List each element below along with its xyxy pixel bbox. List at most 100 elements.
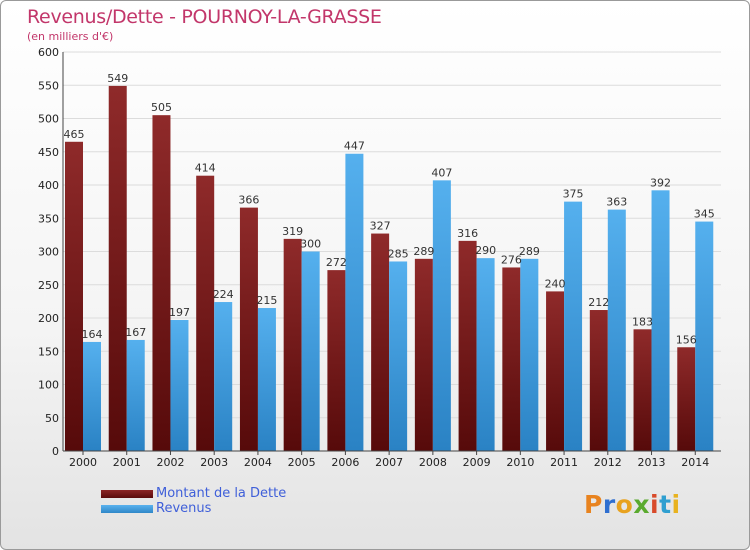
bar-revenus-2011: [564, 201, 583, 451]
logo-letter: r: [602, 490, 616, 519]
bar-revenus-2001: [126, 339, 145, 451]
x-tick-label: 2009: [463, 456, 491, 469]
x-tick-label: 2012: [594, 456, 622, 469]
data-label-dette-2006: 272: [326, 256, 347, 269]
legend-label-revenus: Revenus: [156, 501, 212, 516]
y-tick-label: 250: [38, 279, 59, 292]
bars: [65, 85, 714, 452]
y-tick-label: 50: [45, 412, 59, 425]
data-label-dette-2007: 327: [370, 220, 391, 233]
y-tick-label: 0: [52, 445, 59, 458]
data-label-revenus-2010: 289: [519, 245, 540, 258]
logo-letter: t: [659, 490, 672, 519]
logo-letter: P: [584, 490, 603, 519]
bar-dette-2000: [65, 141, 83, 451]
bar-revenus-2003: [214, 302, 233, 451]
x-tick-label: 2000: [69, 456, 97, 469]
x-tick-label: 2003: [200, 456, 228, 469]
data-label-dette-2008: 289: [413, 245, 434, 258]
legend-label-dette: Montant de la Dette: [156, 486, 287, 501]
bar-revenus-2004: [257, 308, 276, 451]
chart-subtitle: (en milliers d'€): [27, 30, 114, 43]
data-label-revenus-2009: 290: [475, 244, 496, 257]
bar-dette-2013: [633, 329, 652, 451]
y-tick-label: 200: [38, 312, 59, 325]
bar-dette-2012: [589, 310, 608, 451]
bar-revenus-2006: [345, 153, 364, 451]
data-label-dette-2010: 276: [501, 253, 522, 266]
data-label-dette-2002: 505: [151, 101, 172, 114]
bar-dette-2011: [546, 291, 565, 451]
data-label-dette-2014: 156: [676, 333, 697, 346]
legend-swatch-revenus: [101, 505, 153, 513]
chart-title: Revenus/Dette - POURNOY-LA-GRASSE: [27, 6, 382, 28]
bar-revenus-2013: [651, 190, 670, 451]
x-tick-label: 2005: [288, 456, 316, 469]
logo-letter: x: [633, 490, 650, 519]
data-label-revenus-2004: 215: [256, 294, 277, 307]
data-label-revenus-2005: 300: [300, 238, 321, 251]
bar-dette-2008: [414, 258, 433, 451]
y-tick-label: 350: [38, 212, 59, 225]
proxiti-logo: Proxiti: [584, 490, 681, 519]
data-label-revenus-2000: 164: [82, 328, 103, 341]
data-label-revenus-2001: 167: [125, 326, 146, 339]
data-label-revenus-2003: 224: [213, 288, 234, 301]
data-label-dette-2000: 465: [64, 128, 85, 141]
x-tick-label: 2014: [681, 456, 709, 469]
x-tick-label: 2002: [156, 456, 184, 469]
data-label-dette-2001: 549: [107, 72, 128, 85]
bar-dette-2005: [283, 238, 302, 451]
bar-revenus-2008: [432, 180, 451, 451]
data-label-revenus-2012: 363: [606, 196, 627, 209]
logo-letter: i: [650, 490, 660, 519]
x-tick-label: 2013: [638, 456, 666, 469]
y-tick-label: 400: [38, 179, 59, 192]
data-label-dette-2012: 212: [588, 296, 609, 309]
data-label-revenus-2002: 197: [169, 306, 190, 319]
bar-dette-2014: [677, 347, 696, 451]
bar-revenus-2009: [476, 258, 495, 451]
x-tick-label: 2004: [244, 456, 272, 469]
bar-revenus-2010: [520, 258, 539, 451]
bar-dette-2007: [371, 233, 390, 451]
y-tick-label: 450: [38, 146, 59, 159]
x-tick-label: 2008: [419, 456, 447, 469]
data-label-dette-2004: 366: [238, 194, 259, 207]
y-tick-label: 600: [38, 46, 59, 59]
y-tick-label: 300: [38, 246, 59, 259]
axes: 0 50 100 150 200 250 300 350 400 450 500 550 600 2000…: [38, 46, 721, 469]
data-label-revenus-2011: 375: [563, 188, 584, 201]
data-label-revenus-2007: 285: [388, 247, 409, 260]
logo-letter: i: [671, 490, 681, 519]
bar-dette-2010: [502, 267, 521, 451]
bar-revenus-2005: [301, 251, 320, 451]
bar-revenus-2007: [389, 261, 408, 451]
y-tick-label: 550: [38, 79, 59, 92]
data-label-revenus-2014: 345: [694, 208, 715, 221]
bar-revenus-2012: [607, 209, 626, 451]
data-label-revenus-2013: 392: [650, 176, 671, 189]
y-tick-label: 500: [38, 113, 59, 126]
bar-revenus-2000: [83, 341, 101, 451]
bar-dette-2006: [327, 270, 346, 451]
x-tick-label: 2011: [550, 456, 578, 469]
y-tick-label: 100: [38, 379, 59, 392]
x-tick-label: 2006: [331, 456, 359, 469]
data-label-dette-2005: 319: [282, 225, 303, 238]
bar-dette-2002: [152, 115, 171, 452]
x-tick-label: 2007: [375, 456, 403, 469]
bar-revenus-2002: [170, 319, 189, 451]
legend-swatch-dette: [101, 490, 153, 498]
data-label-revenus-2008: 407: [431, 166, 452, 179]
data-label-dette-2013: 183: [632, 315, 653, 328]
data-label-revenus-2006: 447: [344, 140, 365, 153]
data-label-dette-2003: 414: [195, 162, 216, 175]
bar-dette-2001: [108, 85, 127, 451]
bar-dette-2004: [239, 207, 258, 451]
x-tick-label: 2010: [506, 456, 534, 469]
bar-revenus-2014: [695, 221, 714, 451]
